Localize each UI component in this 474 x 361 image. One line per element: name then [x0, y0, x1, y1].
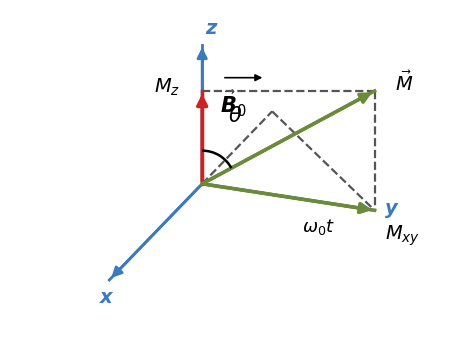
Text: y: y [384, 199, 397, 218]
Text: $\vec{\boldsymbol{B}}_0$: $\vec{\boldsymbol{B}}_0$ [220, 89, 247, 119]
Text: x: x [100, 288, 112, 307]
Text: z: z [206, 19, 217, 38]
Text: $M_z$: $M_z$ [155, 77, 181, 98]
Text: $\theta$: $\theta$ [228, 106, 243, 126]
Text: $\vec{M}$: $\vec{M}$ [394, 70, 413, 95]
Text: $M_{xy}$: $M_{xy}$ [384, 223, 419, 248]
Text: $\omega_0 t$: $\omega_0 t$ [301, 217, 335, 237]
